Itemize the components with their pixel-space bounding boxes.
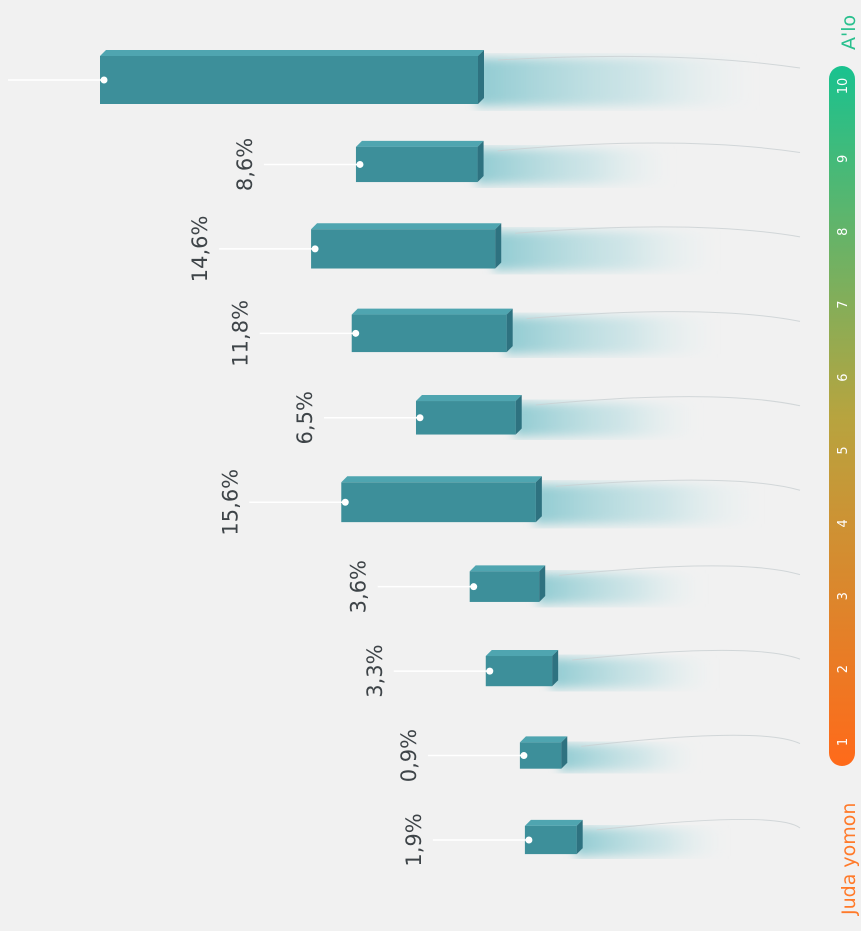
bar-trail xyxy=(476,58,756,106)
scale-number: 2 xyxy=(836,665,851,673)
bar-side xyxy=(515,395,522,435)
bar-side xyxy=(478,50,484,104)
bar-face xyxy=(469,571,540,602)
value-dot xyxy=(100,76,108,84)
scale-number: 5 xyxy=(836,446,851,454)
bar-face xyxy=(311,229,496,269)
value-label: 33,2% xyxy=(0,47,1,114)
bar-top xyxy=(100,50,484,56)
bar-top xyxy=(341,476,542,483)
rating-scale: 10 9 8 7 6 5 4 3 2 1 xyxy=(829,66,855,766)
bar-top xyxy=(355,140,484,147)
value-dot xyxy=(525,836,533,844)
bar-side xyxy=(561,736,568,769)
bar-top xyxy=(519,736,568,743)
trail-line xyxy=(596,818,801,831)
value-label: 3,6% xyxy=(347,560,371,613)
value-label: 15,6% xyxy=(218,469,242,536)
trail-line xyxy=(515,226,801,238)
bar-face xyxy=(355,146,478,183)
bar xyxy=(415,395,522,435)
bar-top xyxy=(469,565,546,572)
bar-side xyxy=(535,476,542,523)
trail-line xyxy=(535,396,801,407)
bar xyxy=(485,650,559,687)
bar-trail xyxy=(537,573,704,604)
trail-line xyxy=(555,479,801,491)
bar-trail xyxy=(559,744,698,771)
scale-number: 9 xyxy=(836,155,851,163)
bar-trail xyxy=(493,231,716,271)
bar-face xyxy=(341,482,536,523)
bar-trail xyxy=(574,827,726,857)
trail-line xyxy=(581,734,801,747)
scale-number: 6 xyxy=(836,373,851,381)
bar-trail xyxy=(550,658,714,689)
trail-line xyxy=(497,142,801,153)
bar-trail xyxy=(533,484,761,525)
scale-number: 10 xyxy=(836,78,851,95)
bar xyxy=(311,223,502,269)
value-dot xyxy=(416,414,424,422)
scale-number: 7 xyxy=(836,301,851,309)
scale-number: 8 xyxy=(836,228,851,236)
bar-side xyxy=(506,308,513,353)
bar-face xyxy=(524,825,577,855)
bar-trail xyxy=(504,316,717,355)
rating-scale-bar xyxy=(829,66,855,766)
bar-side xyxy=(495,223,502,269)
value-dot xyxy=(311,245,319,253)
value-dot xyxy=(486,667,494,675)
value-dot xyxy=(520,752,528,760)
scale-bottom-label: Juda yomon xyxy=(838,803,860,916)
value-label: 6,5% xyxy=(293,391,317,444)
bar-face xyxy=(485,656,553,687)
bar-face xyxy=(415,401,516,435)
bar-top xyxy=(415,395,522,402)
bar-side xyxy=(539,565,546,602)
bar-top xyxy=(524,819,583,826)
bar-trails xyxy=(475,55,801,857)
value-label: 0,9% xyxy=(397,729,421,782)
value-label: 11,8% xyxy=(229,300,253,367)
trail-line xyxy=(572,649,801,661)
bar-trail xyxy=(513,403,699,437)
scale-number: 4 xyxy=(836,519,851,527)
value-dot xyxy=(470,583,478,591)
value-dot xyxy=(356,160,364,168)
bar-top xyxy=(351,308,513,315)
bar-side xyxy=(576,819,583,855)
scale-number: 3 xyxy=(836,592,851,600)
scale-number: 1 xyxy=(836,738,851,746)
bar-face xyxy=(351,314,507,353)
bar xyxy=(524,819,583,855)
bar xyxy=(519,736,568,769)
bar-top xyxy=(311,223,502,230)
bar xyxy=(351,308,513,353)
value-dot xyxy=(341,498,349,506)
bar-side xyxy=(552,650,559,687)
value-label: 14,6% xyxy=(188,216,212,283)
value-label: 8,6% xyxy=(233,138,257,191)
value-label: 3,3% xyxy=(363,644,387,697)
bar xyxy=(355,140,484,183)
trail-line xyxy=(526,311,801,322)
scale-top-label: A'lo xyxy=(838,15,860,50)
bar-trail xyxy=(475,148,673,185)
bars xyxy=(100,50,583,855)
bar xyxy=(469,565,546,602)
trail-line xyxy=(497,55,801,69)
bar-face xyxy=(100,56,478,104)
value-dot xyxy=(352,329,360,337)
bar-side xyxy=(477,140,484,183)
bar xyxy=(100,50,484,104)
value-labels: 33,2% 8,6% 14,6% 11,8% 6,5% 15,6% 3,6% 3,3% 0,9%… xyxy=(0,47,533,867)
bar xyxy=(341,476,542,523)
trail-line xyxy=(559,565,801,576)
bar-top xyxy=(485,650,559,657)
value-label: 1,9% xyxy=(402,813,426,866)
